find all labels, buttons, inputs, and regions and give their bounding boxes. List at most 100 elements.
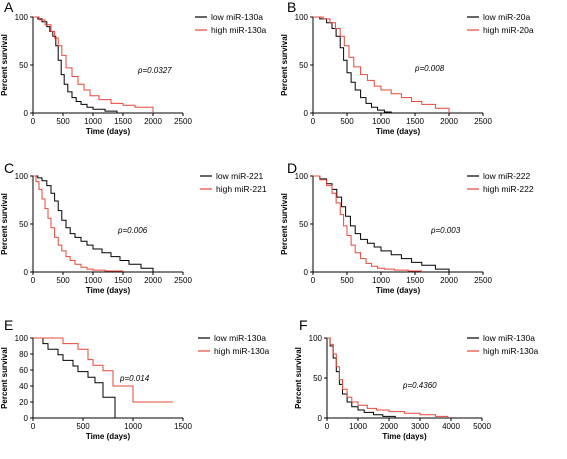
panel-letter: D — [287, 160, 297, 176]
x-tick-label: 0 — [31, 117, 36, 126]
x-tick-label: 1500 — [174, 422, 192, 431]
x-tick-label: 2000 — [440, 117, 458, 126]
y-tick-label: 100 — [15, 172, 29, 181]
x-tick-label: 1500 — [114, 276, 132, 285]
y-axis-label: Percent survival — [294, 347, 303, 409]
series-line — [33, 337, 116, 418]
y-axis-label: Percent survival — [0, 347, 9, 409]
legend-label: low miR-130a — [214, 333, 266, 343]
x-tick-label: 2000 — [380, 422, 398, 431]
y-axis-label: Percent survival — [0, 34, 9, 96]
panel-letter: B — [287, 0, 296, 15]
legend-label: low miR-221 — [216, 171, 264, 181]
series-line — [33, 16, 154, 113]
y-tick-label: 50 — [313, 374, 322, 383]
x-tick-label: 1500 — [406, 276, 424, 285]
y-tick-label: 100 — [295, 13, 309, 22]
x-tick-label: 1000 — [349, 422, 367, 431]
x-tick-label: 2500 — [474, 117, 492, 126]
x-axis-label: Time (days) — [376, 127, 421, 136]
y-axis-label: Percent survival — [280, 193, 289, 255]
x-axis-label: Time (days) — [86, 127, 131, 136]
x-tick-label: 0 — [31, 276, 36, 285]
x-tick-label: 2000 — [144, 276, 162, 285]
x-tick-label: 2500 — [174, 276, 192, 285]
x-tick-label: 500 — [340, 276, 354, 285]
y-tick-label: 0 — [24, 268, 29, 277]
panel-letter: F — [299, 317, 308, 333]
series-line — [33, 16, 118, 113]
x-tick-label: 2500 — [174, 117, 192, 126]
x-tick-label: 2500 — [474, 276, 492, 285]
x-tick-label: 1500 — [406, 117, 424, 126]
series-line — [33, 337, 173, 403]
panel-letter: E — [4, 317, 13, 333]
y-tick-label: 0 — [24, 109, 29, 118]
legend-label: low miR-222 — [483, 171, 531, 181]
x-axis-label: Time (days) — [86, 432, 131, 441]
x-tick-label: 2000 — [440, 276, 458, 285]
p-value-label: p=0.0327 — [137, 66, 172, 75]
y-tick-label: 0 — [24, 414, 29, 423]
legend-label: low miR-130a — [211, 12, 263, 22]
x-tick-label: 1000 — [84, 117, 102, 126]
series-line — [327, 337, 449, 418]
y-tick-label: 50 — [299, 61, 308, 70]
x-tick-label: 0 — [325, 422, 330, 431]
y-tick-label: 100 — [309, 334, 323, 343]
series-line — [313, 175, 423, 272]
p-value-label: p=0.4360 — [402, 381, 437, 390]
y-tick-label: 80 — [19, 350, 28, 359]
series-line — [313, 175, 450, 272]
x-axis-label: Time (days) — [382, 432, 427, 441]
legend-label: high miR-221 — [216, 184, 267, 194]
x-axis-label: Time (days) — [376, 286, 421, 295]
x-tick-label: 0 — [311, 117, 316, 126]
x-tick-label: 3000 — [411, 422, 429, 431]
x-tick-label: 1000 — [372, 276, 390, 285]
legend-label: low miR-20a — [483, 12, 531, 22]
x-tick-label: 500 — [56, 117, 70, 126]
p-value-label: p=0.003 — [430, 226, 461, 235]
legend-label: high miR-222 — [483, 184, 534, 194]
series-line — [33, 175, 124, 272]
x-tick-label: 500 — [56, 276, 70, 285]
x-tick-label: 500 — [340, 117, 354, 126]
x-tick-label: 1000 — [372, 117, 390, 126]
x-axis-label: Time (days) — [86, 286, 131, 295]
panel-letter: A — [4, 0, 14, 15]
series-line — [313, 16, 450, 113]
y-tick-label: 50 — [19, 220, 28, 229]
y-axis-label: Percent survival — [280, 34, 289, 96]
y-axis-label: Percent survival — [0, 193, 9, 255]
y-tick-label: 100 — [15, 13, 29, 22]
x-tick-label: 0 — [31, 422, 36, 431]
y-tick-label: 100 — [15, 334, 29, 343]
x-tick-label: 0 — [311, 276, 316, 285]
legend-label: high miR-130a — [211, 25, 267, 35]
series-line — [33, 175, 154, 272]
y-tick-label: 0 — [304, 268, 309, 277]
legend-label: high miR-130a — [483, 346, 539, 356]
y-tick-label: 60 — [19, 366, 28, 375]
series-line — [313, 16, 392, 113]
legend-label: high miR-20a — [483, 25, 534, 35]
y-tick-label: 100 — [295, 172, 309, 181]
x-tick-label: 1000 — [84, 276, 102, 285]
y-tick-label: 0 — [304, 109, 309, 118]
y-tick-label: 20 — [19, 398, 28, 407]
y-tick-label: 50 — [19, 61, 28, 70]
x-tick-label: 4000 — [442, 422, 460, 431]
x-tick-label: 1000 — [124, 422, 142, 431]
series-line — [327, 337, 396, 418]
legend-label: low miR-130a — [483, 333, 535, 343]
x-tick-label: 2000 — [144, 117, 162, 126]
y-tick-label: 50 — [299, 220, 308, 229]
p-value-label: p=0.008 — [414, 64, 445, 73]
